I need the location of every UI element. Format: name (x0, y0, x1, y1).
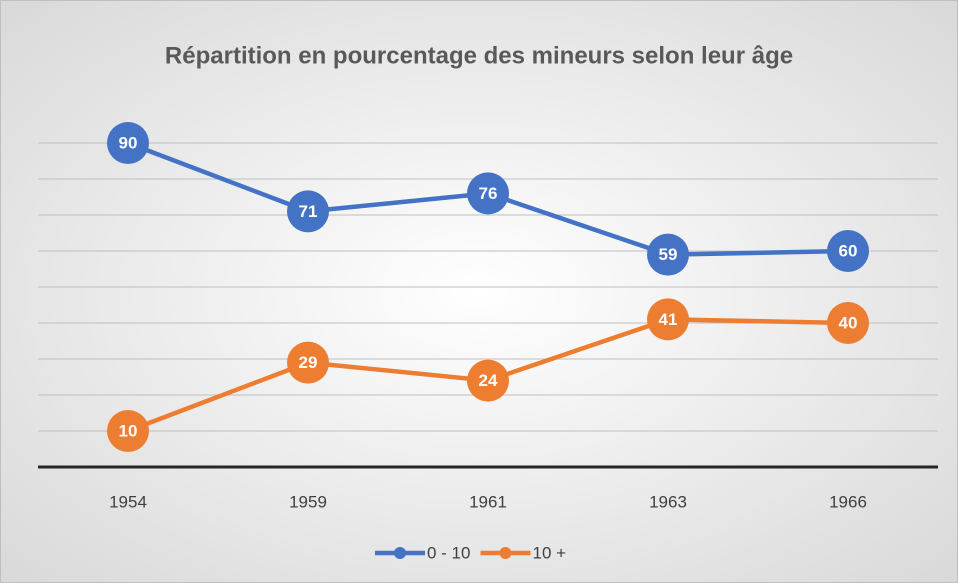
data-point (827, 302, 869, 344)
data-label: 90 (119, 133, 138, 152)
data-label: 60 (839, 241, 858, 260)
data-point (647, 233, 689, 276)
data-label: 71 (299, 202, 318, 221)
x-tick-label: 1954 (109, 492, 147, 511)
legend-label: 0 - 10 (427, 543, 470, 562)
chart-title: Répartition en pourcentage des mineurs s… (165, 42, 793, 69)
data-label: 76 (479, 184, 498, 203)
data-point (107, 410, 149, 452)
x-tick-label: 1966 (829, 492, 867, 511)
data-point (827, 230, 869, 272)
x-tick-label: 1959 (289, 492, 327, 511)
data-point (107, 122, 149, 164)
data-point (647, 298, 689, 341)
data-label: 41 (659, 310, 678, 329)
legend-swatch-marker (499, 547, 512, 559)
data-label: 40 (839, 313, 858, 332)
data-point (467, 359, 509, 402)
x-tick-label: 1963 (649, 492, 687, 511)
data-point (467, 172, 509, 215)
x-tick-label: 1961 (469, 492, 507, 511)
legend-label: 10 + (532, 543, 566, 562)
data-point (287, 190, 329, 233)
data-point (287, 341, 329, 384)
legend-swatch-marker (394, 547, 406, 559)
data-label: 59 (659, 245, 678, 264)
data-label: 24 (479, 371, 498, 390)
data-label: 10 (119, 421, 138, 440)
data-label: 29 (299, 353, 318, 372)
